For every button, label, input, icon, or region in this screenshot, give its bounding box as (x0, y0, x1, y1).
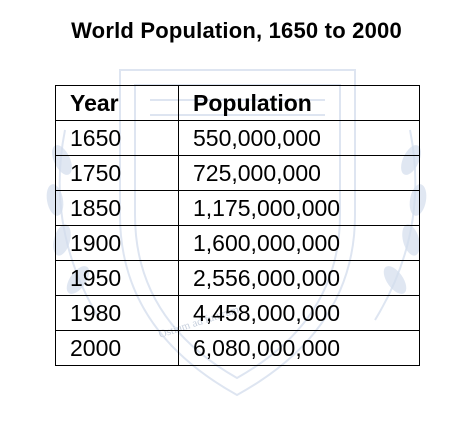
year-cell: 1980 (55, 295, 179, 331)
table-row: 1950 2,556,000,000 (55, 260, 420, 296)
year-cell: 1900 (55, 225, 179, 261)
page-title: World Population, 1650 to 2000 (71, 18, 402, 43)
table-row: 1750 725,000,000 (55, 155, 420, 191)
population-cell: 6,080,000,000 (178, 330, 420, 366)
year-cell: 1650 (55, 120, 179, 156)
year-cell: 1850 (55, 190, 179, 226)
table-row: 1650 550,000,000 (55, 120, 420, 156)
population-cell: 725,000,000 (178, 155, 420, 191)
header-population: Population (178, 85, 420, 121)
table-row: 1980 4,458,000,000 (55, 295, 420, 331)
population-cell: 1,600,000,000 (178, 225, 420, 261)
population-cell: 4,458,000,000 (178, 295, 420, 331)
table-row: 1900 1,600,000,000 (55, 225, 420, 261)
population-cell: 550,000,000 (178, 120, 420, 156)
year-cell: 1750 (55, 155, 179, 191)
header-year: Year (55, 85, 179, 121)
year-cell: 1950 (55, 260, 179, 296)
population-cell: 1,175,000,000 (178, 190, 420, 226)
population-table: Year Population 1650 550,000,000 1750 72… (55, 85, 420, 366)
table-row: 2000 6,080,000,000 (55, 330, 420, 366)
table-row: 1850 1,175,000,000 (55, 190, 420, 226)
table-header-row: Year Population (55, 85, 420, 121)
population-cell: 2,556,000,000 (178, 260, 420, 296)
year-cell: 2000 (55, 330, 179, 366)
